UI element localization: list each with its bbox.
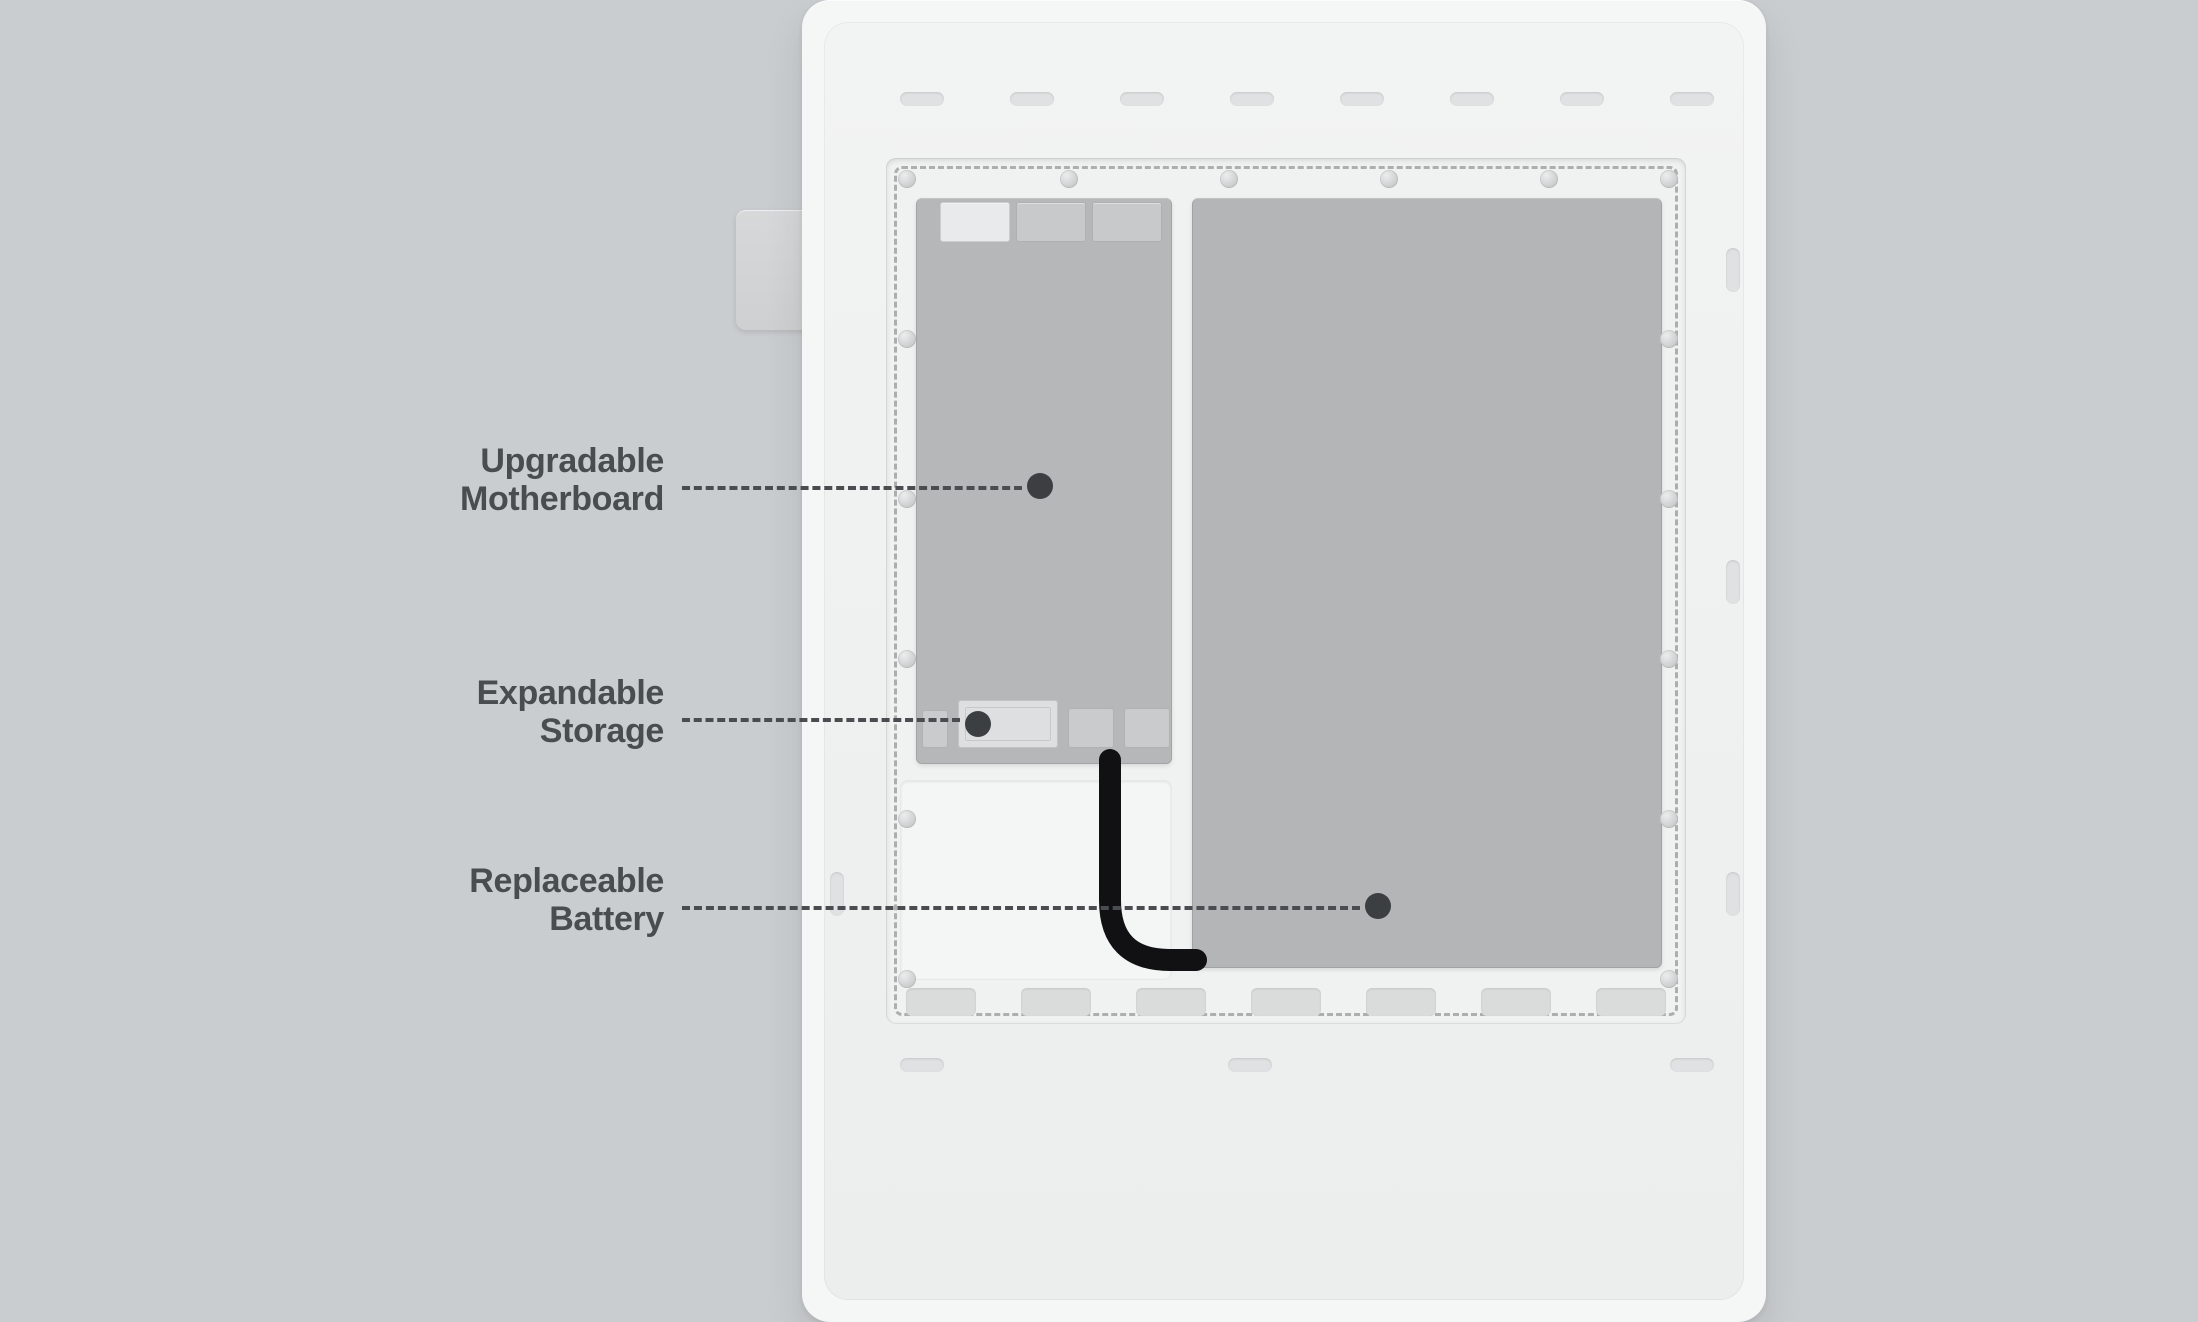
- shell-slot: [1670, 92, 1714, 106]
- diagram-stage: Upgradable Motherboard Expandable Storage…: [0, 0, 2198, 1322]
- shell-slot: [1230, 92, 1274, 106]
- shell-slot: [1450, 92, 1494, 106]
- pen-clip: [736, 210, 812, 330]
- shell-slot: [1560, 92, 1604, 106]
- shell-slot: [1120, 92, 1164, 106]
- retention-clip: [906, 988, 976, 1016]
- screw: [1660, 170, 1678, 188]
- shell-slot: [900, 1058, 944, 1072]
- shell-slot: [1228, 1058, 1272, 1072]
- retention-clip: [1481, 988, 1551, 1016]
- screw: [898, 170, 916, 188]
- screw: [1380, 170, 1398, 188]
- screw: [1660, 330, 1678, 348]
- battery-panel: [1192, 198, 1662, 968]
- shell-slot: [1340, 92, 1384, 106]
- shell-slot: [1670, 1058, 1714, 1072]
- callout-dot-storage: [965, 711, 991, 737]
- screw: [1540, 170, 1558, 188]
- shell-slot: [1010, 92, 1054, 106]
- screw: [1660, 650, 1678, 668]
- storage-strip: [922, 700, 1170, 748]
- motherboard-top-connectors: [940, 202, 1162, 242]
- shell-slot: [1726, 560, 1740, 604]
- screw: [1660, 970, 1678, 988]
- screw: [898, 650, 916, 668]
- callout-dot-motherboard: [1027, 473, 1053, 499]
- bottom-clips-row: [906, 988, 1666, 1016]
- screw: [1660, 490, 1678, 508]
- retention-clip: [1596, 988, 1666, 1016]
- screw: [1220, 170, 1238, 188]
- connector-block: [1016, 202, 1086, 242]
- screw: [898, 490, 916, 508]
- shell-slot: [1726, 872, 1740, 916]
- callout-leader-storage: [682, 718, 960, 722]
- callout-leader-motherboard: [682, 486, 1022, 490]
- connector-block: [940, 202, 1010, 242]
- callout-label-motherboard: Upgradable Motherboard: [460, 442, 664, 518]
- screw: [898, 330, 916, 348]
- shell-slot: [1726, 248, 1740, 292]
- screw: [1660, 810, 1678, 828]
- retention-clip: [1136, 988, 1206, 1016]
- screw: [1060, 170, 1078, 188]
- retention-clip: [1251, 988, 1321, 1016]
- cavity-step-notch: [900, 780, 1172, 980]
- shell-slot: [900, 92, 944, 106]
- callout-label-storage: Expandable Storage: [477, 674, 664, 750]
- retention-clip: [1366, 988, 1436, 1016]
- storage-chip: [922, 710, 948, 748]
- storage-chip: [1068, 708, 1114, 748]
- screw: [898, 970, 916, 988]
- storage-chip: [1124, 708, 1170, 748]
- callout-label-battery: Replaceable Battery: [469, 862, 664, 938]
- callout-dot-battery: [1365, 893, 1391, 919]
- connector-block: [1092, 202, 1162, 242]
- screw: [898, 810, 916, 828]
- retention-clip: [1021, 988, 1091, 1016]
- callout-leader-battery: [682, 906, 1360, 910]
